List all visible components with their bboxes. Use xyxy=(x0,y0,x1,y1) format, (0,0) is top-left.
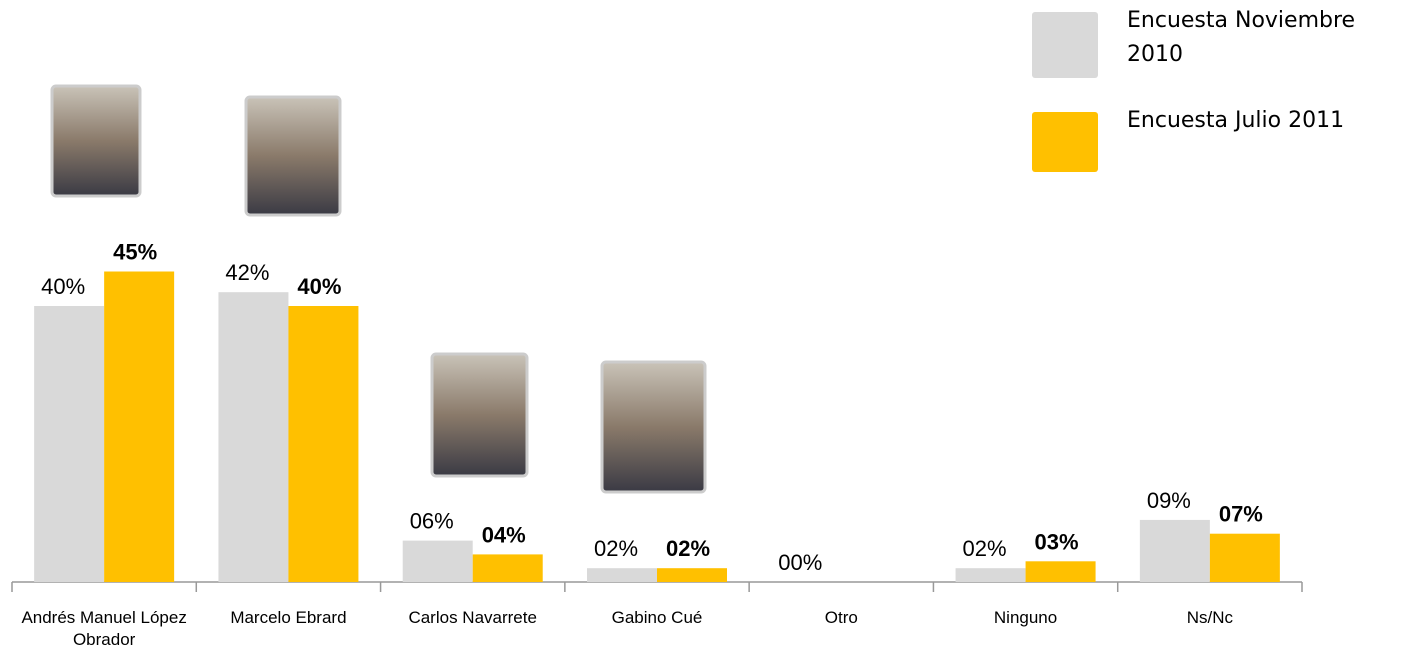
value-label: 02% xyxy=(594,536,638,561)
value-label: 04% xyxy=(482,522,526,547)
value-label: 45% xyxy=(113,240,157,265)
x-tick-label: Andrés Manuel López Obrador xyxy=(21,608,187,649)
x-tick-label: Marcelo Ebrard xyxy=(230,608,347,627)
legend-label: Encuesta Noviembre 2010 xyxy=(1127,8,1356,67)
x-tick-label: Otro xyxy=(824,608,858,627)
value-label: 07% xyxy=(1219,502,1263,527)
bar xyxy=(657,568,727,582)
value-label: 00% xyxy=(778,550,822,575)
legend-swatch xyxy=(1032,12,1098,78)
value-label: 02% xyxy=(666,536,710,561)
value-label: 42% xyxy=(225,260,269,285)
bar xyxy=(472,554,543,582)
bar xyxy=(288,306,359,582)
bar xyxy=(34,306,105,582)
value-label: 09% xyxy=(1147,488,1191,513)
value-label: 40% xyxy=(41,274,85,299)
candidate-photo xyxy=(50,84,142,198)
bar xyxy=(1139,519,1210,582)
bar xyxy=(1025,561,1096,582)
legend-label: Encuesta Julio 2011 xyxy=(1127,108,1345,133)
value-label: 40% xyxy=(297,274,341,299)
x-tick-label: Ns/Nc xyxy=(1186,608,1233,627)
legend-swatch xyxy=(1032,112,1098,172)
x-tick-label: Carlos Navarrete xyxy=(408,608,537,627)
value-label: 02% xyxy=(963,536,1007,561)
candidate-photo xyxy=(244,95,342,217)
bar xyxy=(1209,533,1280,582)
value-label: 06% xyxy=(410,509,454,534)
x-tick-label: Gabino Cué xyxy=(611,608,703,627)
bar xyxy=(587,568,657,582)
bar xyxy=(104,271,175,582)
value-label: 03% xyxy=(1035,529,1079,554)
x-tick-label: Ninguno xyxy=(993,608,1058,627)
bar xyxy=(218,292,289,582)
candidate-photo xyxy=(430,352,529,478)
bar xyxy=(402,540,473,582)
candidate-photo xyxy=(600,360,707,494)
bar xyxy=(955,568,1026,582)
